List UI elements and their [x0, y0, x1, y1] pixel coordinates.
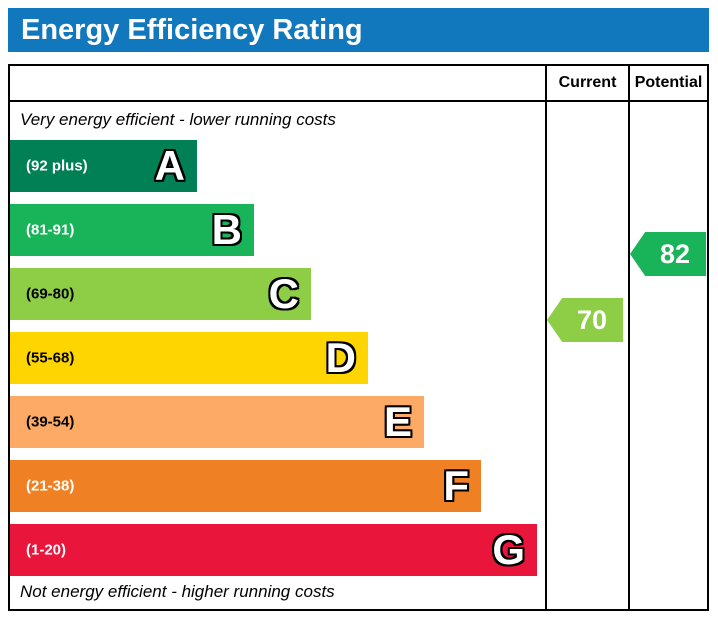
band-range-label: (69-80)	[26, 285, 75, 303]
chart-title: Energy Efficiency Rating	[21, 14, 363, 46]
band-bar-g: (1-20) G	[10, 524, 537, 576]
band-letter: B	[211, 206, 242, 253]
band-row-c: (69-80) C	[10, 268, 545, 320]
band-range-label: (81-91)	[26, 221, 75, 239]
band-bar-e: (39-54) E	[10, 396, 424, 448]
band-bar-b: (81-91) B	[10, 204, 254, 256]
band-row-e: (39-54) E	[10, 396, 545, 448]
epc-chart: Current Potential Very energy efficient …	[8, 64, 709, 611]
band-letter: E	[383, 398, 412, 445]
potential-column-divider	[628, 66, 630, 609]
chart-title-bar: Energy Efficiency Rating	[8, 8, 709, 52]
band-letter: A	[154, 142, 185, 189]
current-column-divider	[545, 66, 547, 609]
current-rating-arrow: 70	[547, 298, 623, 342]
band-range-label: (92 plus)	[26, 157, 88, 175]
band-range-label: (55-68)	[26, 349, 75, 367]
band-row-a: (92 plus) A	[10, 140, 545, 192]
band-bar-c: (69-80) C	[10, 268, 311, 320]
band-letter: F	[443, 462, 469, 509]
band-bar-a: (92 plus) A	[10, 140, 197, 192]
band-bar-d: (55-68) D	[10, 332, 368, 384]
band-letter: D	[325, 334, 356, 381]
rating-bands: (92 plus) A (81-91) B (69-80) C (55-68)	[10, 140, 545, 588]
band-bar-f: (21-38) F	[10, 460, 481, 512]
band-range-label: (39-54)	[26, 413, 75, 431]
band-row-g: (1-20) G	[10, 524, 545, 576]
current-rating-value: 70	[576, 304, 608, 335]
potential-column-header: Potential	[634, 74, 703, 91]
band-row-f: (21-38) F	[10, 460, 545, 512]
column-header-row	[10, 66, 707, 102]
top-caption: Very energy efficient - lower running co…	[20, 110, 336, 129]
band-letter: C	[268, 270, 299, 317]
band-range-label: (21-38)	[26, 477, 75, 495]
band-range-label: (1-20)	[26, 541, 67, 559]
band-row-d: (55-68) D	[10, 332, 545, 384]
current-column-header: Current	[558, 74, 617, 91]
bottom-caption: Not energy efficient - higher running co…	[20, 582, 335, 601]
potential-rating-arrow: 82	[630, 232, 706, 276]
potential-rating-value: 82	[659, 238, 691, 269]
band-letter: G	[492, 526, 525, 573]
band-row-b: (81-91) B	[10, 204, 545, 256]
